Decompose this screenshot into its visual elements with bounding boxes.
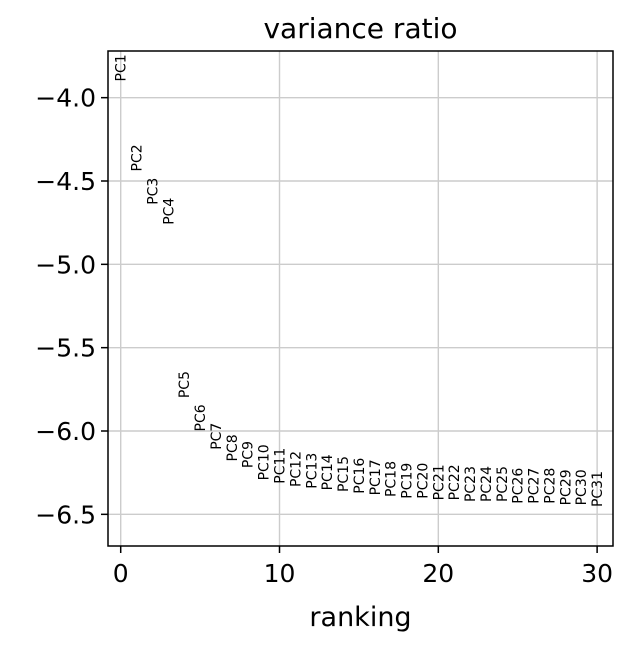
- point-label-pc19: PC19: [400, 463, 416, 499]
- y-tick-label: −5.5: [35, 334, 96, 363]
- point-label-pc2: PC2: [130, 144, 146, 171]
- point-label-pc7: PC7: [209, 423, 225, 450]
- point-label-pc15: PC15: [336, 456, 352, 492]
- point-label-pc26: PC26: [511, 468, 527, 504]
- x-axis-label: ranking: [309, 602, 411, 633]
- point-label-pc6: PC6: [193, 404, 209, 431]
- point-label-pc4: PC4: [161, 198, 177, 225]
- point-label-pc25: PC25: [495, 466, 511, 502]
- plot-frame: [107, 50, 614, 547]
- point-label-pc5: PC5: [177, 371, 193, 398]
- point-label-pc1: PC1: [114, 54, 130, 81]
- point-label-pc3: PC3: [145, 178, 161, 205]
- point-label-pc27: PC27: [527, 468, 543, 504]
- x-tick-label: 10: [264, 559, 296, 588]
- point-label-pc18: PC18: [384, 461, 400, 497]
- point-label-pc20: PC20: [415, 463, 431, 499]
- y-tick-label: −4.0: [35, 84, 96, 113]
- y-tick-label: −5.0: [35, 250, 96, 279]
- x-tick-label: 20: [422, 559, 454, 588]
- y-tick-label: −6.0: [35, 417, 96, 446]
- point-label-pc17: PC17: [368, 459, 384, 495]
- point-label-pc29: PC29: [558, 469, 574, 505]
- point-label-pc30: PC30: [574, 469, 590, 505]
- point-label-pc22: PC22: [447, 464, 463, 500]
- y-tick-label: −4.5: [35, 167, 96, 196]
- point-label-pc14: PC14: [320, 454, 336, 490]
- x-tick-label: 30: [581, 559, 613, 588]
- point-label-pc12: PC12: [288, 451, 304, 487]
- point-label-pc10: PC10: [257, 444, 273, 480]
- axis-ticks: 0 10 20 30 −4.0 −4.5 −5.0 −5.5 −6.0 −6.5: [35, 84, 613, 588]
- y-tick-label: −6.5: [35, 500, 96, 529]
- point-label-pc31: PC31: [590, 471, 606, 507]
- point-label-pc11: PC11: [273, 448, 289, 484]
- point-label-pc28: PC28: [542, 468, 558, 504]
- x-tick-label: 0: [113, 559, 129, 588]
- grid-lines: [108, 51, 613, 546]
- chart-title: variance ratio: [263, 12, 457, 45]
- point-label-pc24: PC24: [479, 466, 495, 502]
- point-label-pc16: PC16: [352, 458, 368, 494]
- point-label-pc13: PC13: [304, 453, 320, 489]
- point-label-pc23: PC23: [463, 466, 479, 502]
- point-label-pc9: PC9: [241, 441, 257, 468]
- point-label-pc8: PC8: [225, 434, 241, 461]
- point-label-pc21: PC21: [431, 464, 447, 500]
